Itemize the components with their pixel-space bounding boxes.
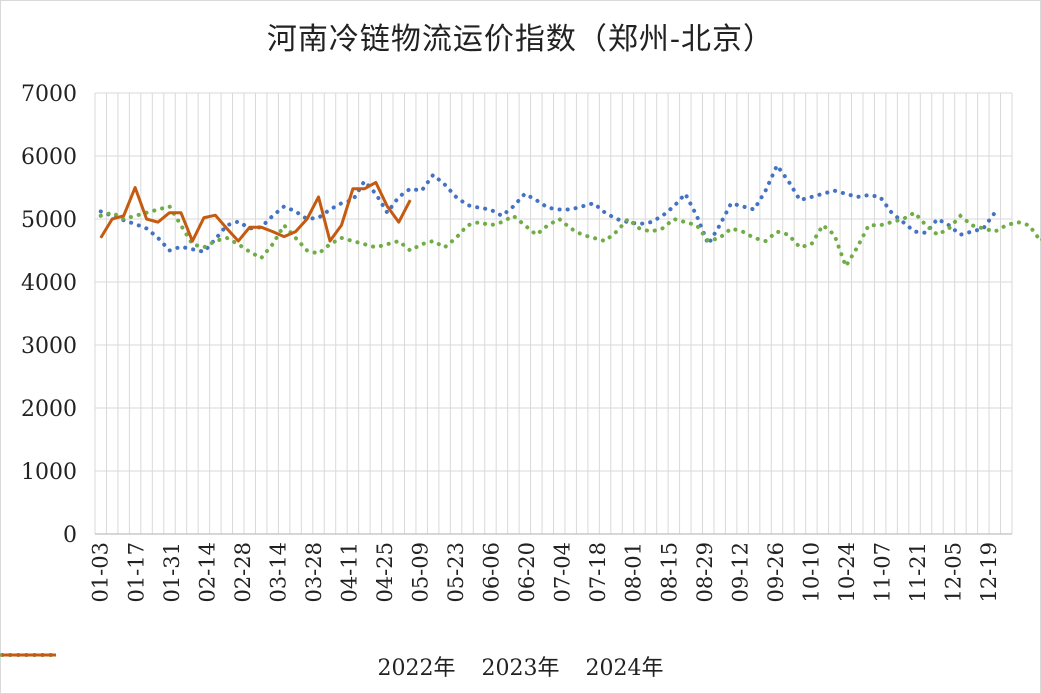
x-tick-label: 07-18	[586, 542, 610, 603]
legend-item-2023: 2023年	[0, 650, 560, 682]
x-tick-label: 07-04	[551, 542, 575, 603]
x-tick-label: 04-25	[373, 542, 397, 603]
x-tick-label: 09-26	[764, 542, 788, 603]
x-tick-label: 08-15	[657, 542, 681, 603]
y-tick-label: 5000	[21, 208, 77, 233]
x-tick-label: 09-12	[728, 542, 752, 603]
x-tick-label: 08-01	[622, 542, 646, 603]
y-tick-label: 1000	[21, 460, 77, 485]
x-axis-ticks: 01-03 01-17 01-31 02-14 02-28 03-14 03-28 04-11…	[89, 542, 1001, 603]
series-line-3	[99, 180, 412, 243]
x-tick-label: 02-14	[195, 542, 219, 603]
x-tick-label: 06-20	[515, 542, 539, 603]
series-group	[98, 161, 1041, 271]
grid-lines	[94, 92, 1013, 535]
x-tick-label: 03-28	[302, 542, 326, 603]
x-tick-label: 12-19	[977, 542, 1001, 603]
legend-swatch-2024	[2, 653, 56, 657]
x-tick-label: 11-07	[870, 542, 894, 603]
chart-title: 河南冷链物流运价指数（郑州-北京）	[266, 22, 775, 57]
y-tick-label: 4000	[21, 271, 77, 296]
x-tick-label: 10-24	[835, 542, 859, 603]
x-tick-label: 12-05	[942, 542, 966, 603]
series-line-2	[98, 204, 1041, 271]
x-tick-label: 11-21	[906, 542, 930, 603]
x-tick-label: 01-17	[124, 542, 148, 603]
x-tick-label: 05-23	[444, 542, 468, 603]
x-tick-label: 03-14	[266, 542, 290, 603]
legend-item-2022: 2022年	[0, 650, 456, 682]
x-tick-label: 10-10	[799, 542, 823, 603]
y-tick-label: 3000	[21, 334, 77, 359]
x-tick-label: 01-31	[160, 542, 184, 603]
x-tick-label: 04-11	[337, 542, 361, 603]
x-tick-label: 06-06	[480, 542, 504, 603]
legend-label-2022: 2022年	[377, 656, 456, 681]
x-tick-label: 05-09	[409, 542, 433, 603]
y-tick-label: 7000	[21, 82, 77, 107]
legend-label-2023: 2023年	[481, 656, 560, 681]
x-tick-label: 02-28	[231, 542, 255, 603]
y-tick-label: 0	[63, 523, 77, 548]
y-axis-ticks: 0 1000 2000 3000 4000 5000 6000 7000	[21, 82, 77, 548]
x-tick-label: 01-03	[89, 542, 113, 603]
legend-label-2024: 2024年	[585, 656, 664, 681]
legend: 2022年 2023年 2024年	[0, 650, 1041, 682]
x-tick-label: 08-29	[693, 542, 717, 603]
legend-item-2024: 2024年	[2, 650, 664, 682]
y-tick-label: 6000	[21, 145, 77, 170]
y-tick-label: 2000	[21, 397, 77, 422]
